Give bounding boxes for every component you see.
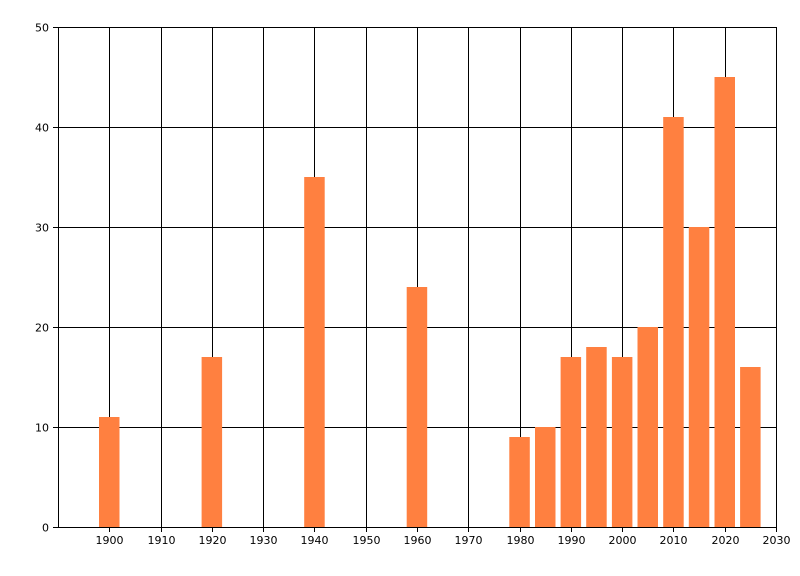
x-tick-label: 2010 <box>660 534 688 547</box>
x-tick-label: 1990 <box>558 534 586 547</box>
x-tick-label: 1910 <box>148 534 176 547</box>
bar-2000 <box>611 357 633 527</box>
bar-2025 <box>740 367 761 527</box>
y-tick-label: 10 <box>35 422 49 435</box>
bar-1995 <box>586 347 607 527</box>
x-tick-label: 1970 <box>455 534 483 547</box>
bar-1980 <box>509 437 530 527</box>
bar-2015 <box>688 227 710 527</box>
bar-1940 <box>304 177 325 527</box>
y-tick-label: 0 <box>42 522 49 535</box>
x-tick-label: 1930 <box>250 534 278 547</box>
x-tick-label: 1920 <box>199 534 227 547</box>
x-tick-label: 2030 <box>763 534 791 547</box>
x-tick-label: 1960 <box>404 534 432 547</box>
bar-2010 <box>663 117 684 527</box>
bar-2020 <box>714 77 735 527</box>
x-tick-label: 1980 <box>507 534 535 547</box>
bar-1990 <box>560 357 582 527</box>
x-tick-label: 1900 <box>96 534 124 547</box>
bar-1900 <box>99 417 120 527</box>
y-tick-label: 50 <box>35 22 49 35</box>
y-tick-label: 40 <box>35 122 49 135</box>
y-tick-label: 30 <box>35 222 49 235</box>
bar-1920 <box>201 357 223 527</box>
bars <box>99 77 761 527</box>
bar-1985 <box>535 427 556 527</box>
x-tick-label: 1940 <box>301 534 329 547</box>
x-tick-label: 2000 <box>609 534 637 547</box>
x-tick-label: 2020 <box>712 534 740 547</box>
x-tick-label: 1950 <box>353 534 381 547</box>
bar-2005 <box>637 327 658 527</box>
bar-1960 <box>406 287 428 527</box>
y-tick-label: 20 <box>35 322 49 335</box>
